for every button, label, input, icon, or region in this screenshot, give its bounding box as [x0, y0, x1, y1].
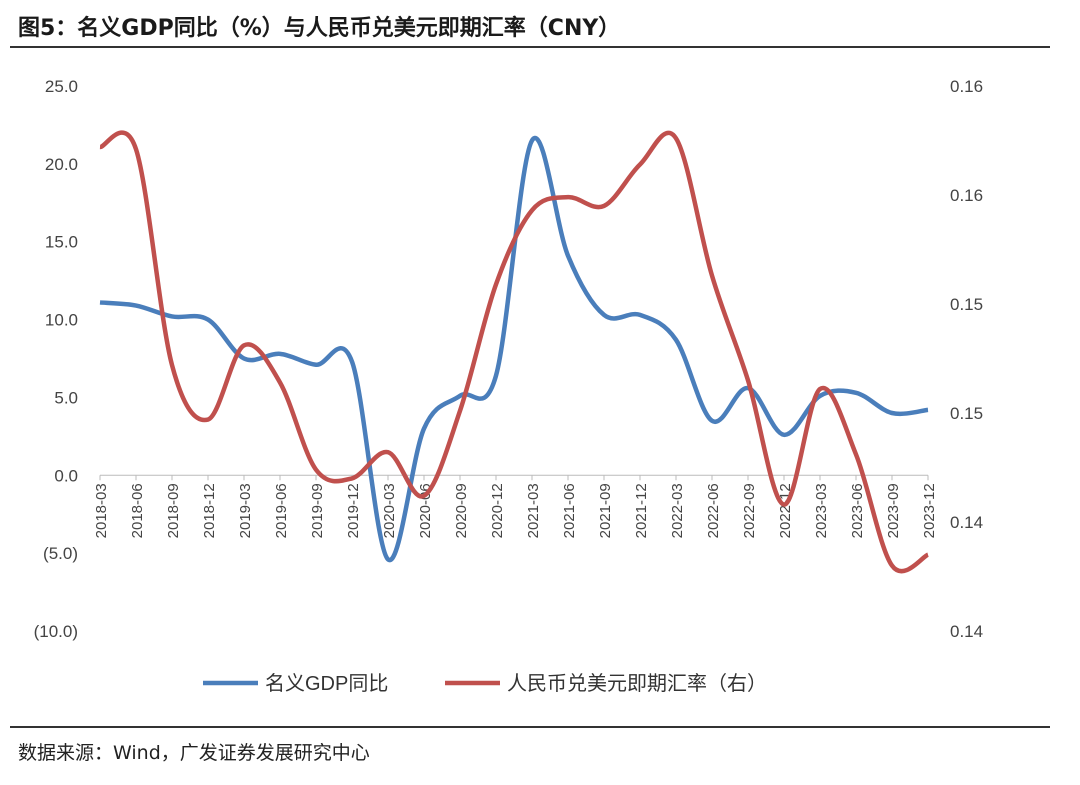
left-tick-label: 5.0 [54, 388, 78, 407]
x-tick-label: 2020-06 [417, 483, 434, 538]
x-tick-label: 2020-03 [381, 483, 398, 538]
legend-label: 名义GDP同比 [265, 672, 388, 695]
x-tick-label: 2022-06 [705, 483, 722, 538]
chart-title: 图5：名义GDP同比（%）与人民币兑美元即期汇率（CNY） [18, 16, 621, 41]
left-tick-label: (5.0) [43, 544, 78, 563]
x-tick-label: 2021-12 [633, 483, 650, 538]
x-tick-label: 2018-06 [129, 483, 146, 538]
x-tick-label: 2018-03 [93, 483, 110, 538]
left-tick-label: 20.0 [45, 155, 78, 174]
x-tick-label: 2023-12 [921, 483, 938, 538]
left-tick-label: (10.0) [34, 622, 78, 641]
x-tick-label: 2020-09 [453, 483, 470, 538]
right-tick-label: 0.15 [950, 404, 983, 423]
right-tick-label: 0.14 [950, 622, 983, 641]
x-tick-label: 2018-09 [165, 483, 182, 538]
x-tick-label: 2022-03 [669, 483, 686, 538]
left-tick-label: 25.0 [45, 77, 78, 96]
x-tick-label: 2021-06 [561, 483, 578, 538]
x-tick-label: 2021-03 [525, 483, 542, 538]
right-tick-label: 0.14 [950, 513, 983, 532]
x-tick-label: 2022-09 [741, 483, 758, 538]
source-note: 数据来源：Wind，广发证券发展研究中心 [18, 742, 370, 764]
x-tick-label: 2019-06 [273, 483, 290, 538]
gdp-line [99, 135, 929, 563]
x-tick-label: 2023-06 [849, 483, 866, 538]
x-tick-label: 2018-12 [201, 483, 218, 538]
x-tick-label: 2021-09 [597, 483, 614, 538]
source-rule [10, 726, 1050, 728]
left-tick-label: 0.0 [54, 466, 78, 485]
cny-line [99, 130, 930, 574]
x-tick-label: 2023-09 [885, 483, 902, 538]
x-tick-label: 2019-09 [309, 483, 326, 538]
right-tick-label: 0.16 [950, 77, 983, 96]
left-tick-label: 15.0 [45, 233, 78, 252]
x-tick-label: 2020-12 [489, 483, 506, 538]
x-tick-label: 2023-03 [813, 483, 830, 538]
legend-label: 人民币兑美元即期汇率（右） [507, 672, 767, 695]
x-tick-label: 2019-12 [345, 483, 362, 538]
title-rule [10, 46, 1050, 48]
x-tick-label: 2019-03 [237, 483, 254, 538]
left-tick-label: 10.0 [45, 311, 78, 330]
right-tick-label: 0.16 [950, 186, 983, 205]
right-tick-label: 0.15 [950, 295, 983, 314]
